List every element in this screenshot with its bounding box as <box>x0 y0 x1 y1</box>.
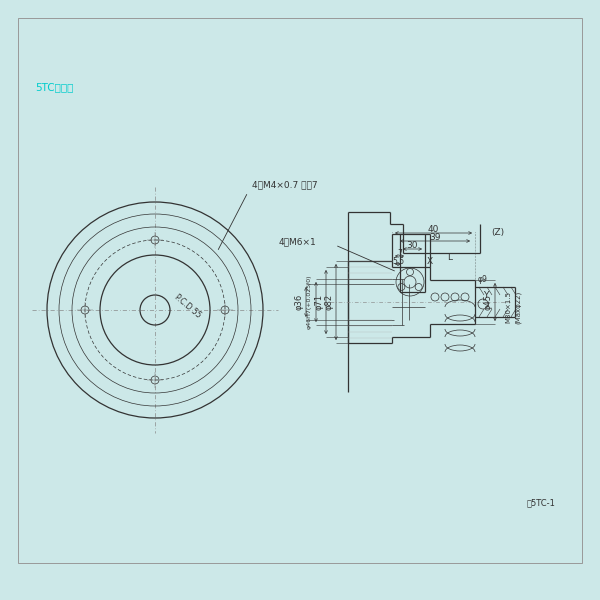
Text: 5.5: 5.5 <box>392 257 404 265</box>
Text: φ36: φ36 <box>295 294 304 310</box>
Text: φ82: φ82 <box>325 294 334 310</box>
Text: M30×1.5: M30×1.5 <box>505 291 511 323</box>
Text: 40: 40 <box>428 224 439 233</box>
Text: (Maxφ22): (Maxφ22) <box>515 290 521 323</box>
Text: 30: 30 <box>407 241 418 250</box>
Text: φ9: φ9 <box>478 275 488 283</box>
Text: 5TC寸法図: 5TC寸法図 <box>35 82 73 92</box>
Text: 4－M6×1: 4－M6×1 <box>278 238 316 247</box>
Text: 図5TC-1: 図5TC-1 <box>526 499 555 508</box>
Text: X: X <box>427 257 433 265</box>
Text: 4－M4×0.7 深サ7: 4－M4×0.7 深サ7 <box>252 180 317 189</box>
Text: φ46H7(+0.025/0): φ46H7(+0.025/0) <box>307 275 311 329</box>
Text: 39: 39 <box>429 232 441 241</box>
Text: L: L <box>448 253 452 262</box>
Text: (Z): (Z) <box>491 229 504 238</box>
Text: φ45: φ45 <box>484 294 493 310</box>
Text: 7: 7 <box>397 248 402 257</box>
Text: Y: Y <box>483 290 488 299</box>
Text: φ71: φ71 <box>314 294 323 310</box>
Text: P.C.D 55: P.C.D 55 <box>173 293 203 320</box>
